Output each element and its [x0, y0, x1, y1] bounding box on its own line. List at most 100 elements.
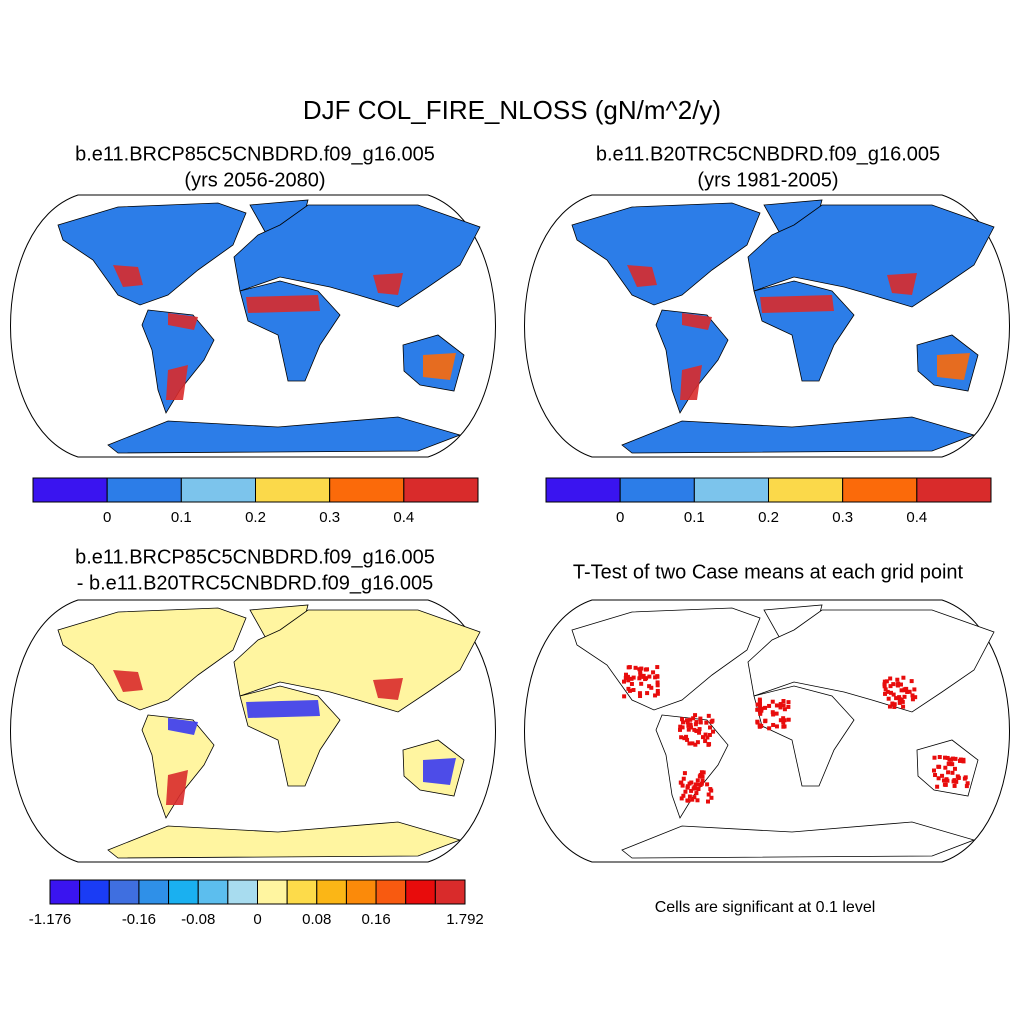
significant-cell	[686, 727, 691, 732]
significant-cell	[892, 704, 897, 709]
significant-cell	[706, 792, 711, 797]
landmass	[747, 609, 995, 713]
significant-cell	[678, 780, 683, 785]
significant-cell	[774, 724, 779, 729]
panel-title: (yrs 1981-2005)	[697, 169, 838, 191]
significant-cell	[643, 667, 648, 672]
significant-cell	[711, 729, 716, 734]
colorbar-box	[49, 879, 81, 905]
significant-cell	[770, 710, 775, 715]
map-patch	[682, 313, 712, 330]
significant-cell	[709, 719, 714, 724]
significant-cell	[688, 717, 693, 722]
significant-cell	[685, 718, 690, 723]
colorbar-label: 0.16	[361, 911, 390, 928]
landmass	[107, 416, 462, 454]
significant-cell	[644, 676, 649, 681]
significant-cell	[638, 669, 643, 674]
significant-cell	[912, 687, 917, 692]
significant-cell	[629, 676, 634, 681]
significant-cell	[629, 681, 634, 686]
colorbar-label: 0	[103, 509, 111, 526]
significant-cell	[778, 702, 783, 707]
significant-cell	[782, 707, 787, 712]
significant-cell	[692, 795, 697, 800]
significant-cell	[680, 783, 685, 788]
significant-cell	[759, 706, 764, 711]
significant-cell	[936, 776, 941, 781]
significant-cell	[952, 766, 957, 771]
significant-cell	[696, 787, 701, 792]
landmass	[141, 714, 215, 819]
landmass	[57, 607, 247, 711]
significant-cell	[626, 678, 631, 683]
colorbar-box	[345, 879, 377, 905]
significant-cell	[767, 703, 772, 708]
panel-title: b.e11.BRCP85C5CNBDRD.f09_g16.005	[75, 143, 435, 165]
colorbar-label: 0.3	[832, 509, 853, 526]
significant-cell	[758, 703, 763, 708]
map-patch	[168, 313, 198, 330]
significant-cell	[637, 676, 642, 681]
significant-cell	[689, 788, 694, 793]
significant-cell	[781, 716, 786, 721]
significant-cell	[895, 677, 900, 682]
colorbar-label: 0	[616, 509, 624, 526]
significant-cell	[625, 674, 630, 679]
colorbar-box	[108, 879, 140, 905]
significant-cell	[781, 699, 786, 704]
significant-cell	[910, 693, 915, 698]
significant-cell	[758, 711, 763, 716]
colorbar-box	[434, 879, 466, 905]
map-patch	[937, 353, 970, 380]
significant-cell	[943, 755, 948, 760]
significant-cell	[887, 704, 892, 709]
colorbar-box	[32, 477, 108, 503]
significant-cell	[679, 735, 684, 740]
significant-cell	[638, 672, 643, 677]
colorbar-label: 0.4	[393, 509, 414, 526]
significant-cell	[774, 711, 779, 716]
significant-cell	[682, 771, 687, 776]
significant-cell	[685, 737, 690, 742]
significant-cell	[941, 778, 946, 783]
landmass	[107, 821, 462, 859]
significant-cell	[890, 701, 895, 706]
landmass	[747, 204, 995, 308]
note: Cells are significant at 0.1 level	[655, 899, 876, 916]
significant-cell	[786, 704, 791, 709]
significant-cell	[690, 797, 695, 802]
significant-cell	[781, 720, 786, 725]
significant-cell	[638, 694, 643, 699]
significant-cell	[690, 741, 695, 746]
map-patch	[166, 365, 188, 400]
significant-cell	[895, 682, 900, 687]
significant-cell	[655, 680, 660, 685]
significant-cell	[695, 782, 700, 787]
significant-cell	[897, 700, 902, 705]
significant-cell	[678, 727, 683, 732]
map-patch	[166, 770, 188, 805]
map-patch	[113, 670, 143, 692]
significant-cell	[693, 722, 698, 727]
panel-title: (yrs 2056-2080)	[184, 169, 325, 191]
map-patch	[246, 295, 320, 313]
significant-cell	[687, 741, 692, 746]
significant-cell	[631, 675, 636, 680]
map	[524, 194, 1010, 458]
significant-cell	[781, 724, 786, 729]
significant-cell	[651, 670, 656, 675]
colorbar-label: 0.2	[245, 509, 266, 526]
colorbar-box	[768, 477, 844, 503]
significant-cell	[759, 723, 764, 728]
significant-cell	[697, 774, 702, 779]
colorbar-box	[286, 879, 318, 905]
map	[10, 194, 496, 458]
colorbar-box	[197, 879, 229, 905]
map-patch	[627, 265, 657, 287]
significant-cell	[706, 742, 711, 747]
significant-cell	[627, 688, 632, 693]
significant-cell	[933, 773, 938, 778]
colorbar-label: 0.08	[302, 911, 331, 928]
significant-cell	[961, 757, 966, 762]
